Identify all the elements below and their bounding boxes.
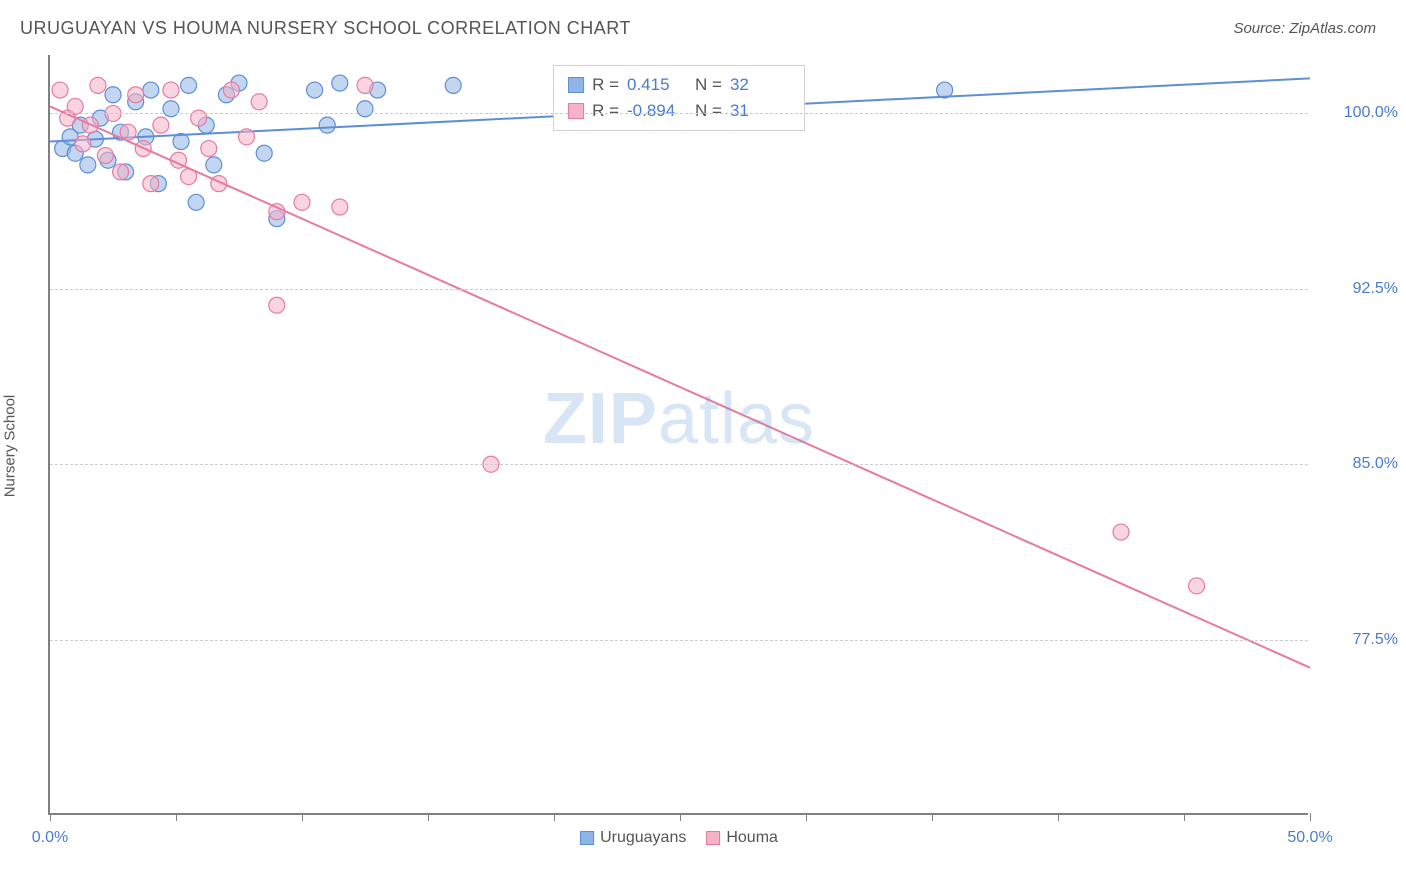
scatter-point xyxy=(80,157,96,173)
chart-title: URUGUAYAN VS HOUMA NURSERY SCHOOL CORREL… xyxy=(20,18,631,39)
xtick xyxy=(50,813,51,821)
y-axis-label: Nursery School xyxy=(2,395,19,498)
scatter-point xyxy=(90,77,106,93)
scatter-point xyxy=(269,204,285,220)
ytick-label: 77.5% xyxy=(1318,631,1398,649)
xtick-label: 50.0% xyxy=(1287,829,1332,847)
chart-svg xyxy=(50,55,1308,813)
legend-bottom: Uruguayans Houma xyxy=(580,829,778,847)
scatter-point xyxy=(319,117,335,133)
xtick xyxy=(806,813,807,821)
xtick xyxy=(1058,813,1059,821)
legend-swatch-uruguayans xyxy=(580,831,594,845)
scatter-point xyxy=(1113,524,1129,540)
legend-row-uruguayans: R = 0.415 N = 32 xyxy=(568,72,790,98)
scatter-point xyxy=(67,98,83,114)
scatter-point xyxy=(52,82,68,98)
n-value-uruguayans: 32 xyxy=(730,75,790,95)
xtick xyxy=(1310,813,1311,821)
scatter-point xyxy=(239,129,255,145)
ytick-label: 85.0% xyxy=(1318,455,1398,473)
scatter-point xyxy=(307,82,323,98)
gridline-h xyxy=(50,640,1308,641)
trendline xyxy=(50,106,1310,667)
scatter-point xyxy=(223,82,239,98)
xtick xyxy=(554,813,555,821)
legend-label-houma: Houma xyxy=(726,829,778,847)
scatter-point xyxy=(113,164,129,180)
legend-label-uruguayans: Uruguayans xyxy=(600,829,686,847)
scatter-point xyxy=(143,82,159,98)
swatch-uruguayans xyxy=(568,77,584,93)
xtick xyxy=(428,813,429,821)
xtick xyxy=(680,813,681,821)
r-value-houma: -0.894 xyxy=(627,101,687,121)
scatter-point xyxy=(128,87,144,103)
scatter-point xyxy=(332,75,348,91)
scatter-point xyxy=(1189,578,1205,594)
n-value-houma: 31 xyxy=(730,101,790,121)
scatter-point xyxy=(251,94,267,110)
scatter-point xyxy=(201,141,217,157)
gridline-h xyxy=(50,464,1308,465)
scatter-point xyxy=(269,297,285,313)
ytick-label: 92.5% xyxy=(1318,280,1398,298)
chart-plot-area: ZIPatlas R = 0.415 N = 32 R = -0.894 N =… xyxy=(48,55,1308,815)
xtick xyxy=(302,813,303,821)
scatter-point xyxy=(105,87,121,103)
ytick-label: 100.0% xyxy=(1318,104,1398,122)
scatter-point xyxy=(445,77,461,93)
scatter-point xyxy=(357,77,373,93)
gridline-h xyxy=(50,289,1308,290)
scatter-point xyxy=(163,82,179,98)
legend-item-houma: Houma xyxy=(706,829,778,847)
xtick xyxy=(176,813,177,821)
scatter-point xyxy=(75,136,91,152)
scatter-point xyxy=(97,148,113,164)
legend-item-uruguayans: Uruguayans xyxy=(580,829,686,847)
scatter-point xyxy=(206,157,222,173)
legend-swatch-houma xyxy=(706,831,720,845)
r-value-uruguayans: 0.415 xyxy=(627,75,687,95)
legend-correlation-box: R = 0.415 N = 32 R = -0.894 N = 31 xyxy=(553,65,805,131)
legend-row-houma: R = -0.894 N = 31 xyxy=(568,98,790,124)
xtick xyxy=(1184,813,1185,821)
scatter-point xyxy=(188,194,204,210)
scatter-point xyxy=(143,176,159,192)
scatter-point xyxy=(256,145,272,161)
gridline-h xyxy=(50,113,1308,114)
scatter-point xyxy=(332,199,348,215)
xtick-label: 0.0% xyxy=(32,829,68,847)
source-label: Source: ZipAtlas.com xyxy=(1233,20,1376,37)
scatter-point xyxy=(153,117,169,133)
xtick xyxy=(932,813,933,821)
scatter-point xyxy=(181,77,197,93)
header: URUGUAYAN VS HOUMA NURSERY SCHOOL CORREL… xyxy=(0,0,1406,47)
scatter-point xyxy=(294,194,310,210)
swatch-houma xyxy=(568,103,584,119)
